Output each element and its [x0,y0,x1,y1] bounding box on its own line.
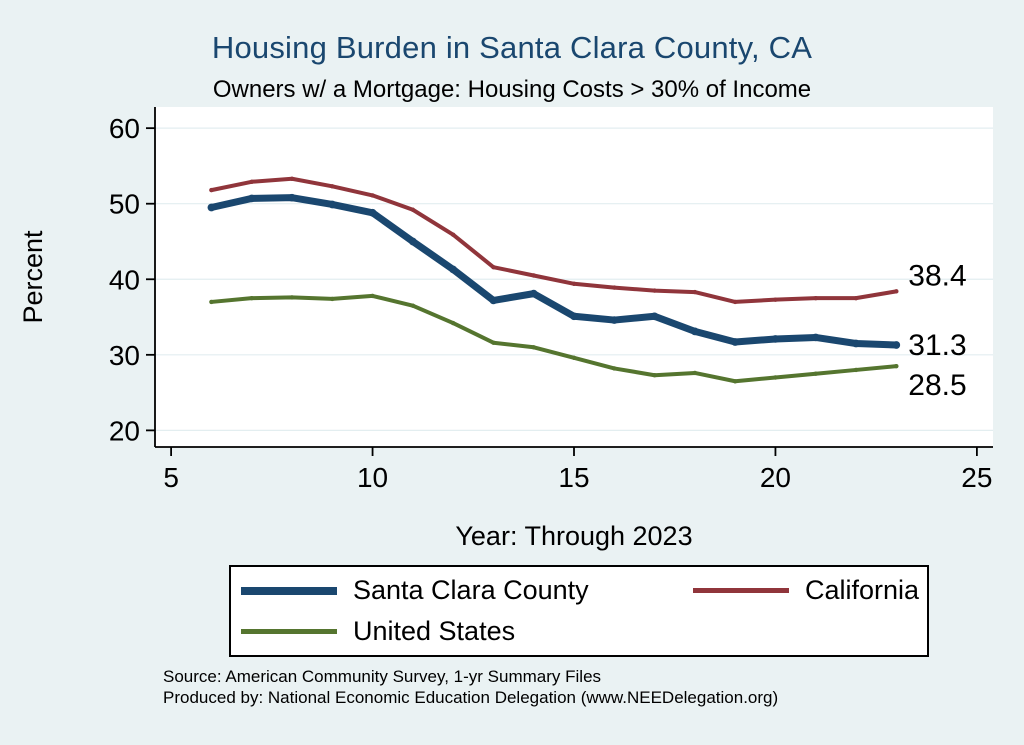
series-marker [894,289,899,294]
series-marker [531,273,536,278]
series-marker [289,295,295,300]
series-marker [531,345,536,350]
series-line-california [209,176,899,304]
series-marker [650,312,659,321]
x-tick-label: 10 [357,462,388,493]
legend-label-united-states: United States [353,616,516,646]
series-marker [408,237,417,246]
y-tick-label: 20 [109,415,140,446]
series-marker [813,295,818,301]
series-marker [732,299,738,305]
series-marker [652,288,657,293]
series-line-santa-clara-county [207,194,900,349]
series-marker [652,373,657,378]
legend-grid: Santa Clara County California United Sta… [231,575,927,647]
series-marker [731,338,740,346]
y-axis-title: Percent [18,230,48,324]
series-marker [692,289,698,295]
y-tick-label: 60 [109,113,140,144]
series-marker [612,285,617,290]
source-line-1: Source: American Community Survey, 1-yr … [163,667,602,686]
series-marker [289,176,295,181]
series-marker [368,208,377,217]
series-marker [813,371,818,376]
series-marker [853,367,859,373]
series-marker [249,295,254,301]
legend-swatch-santa-clara-county [241,586,337,595]
series-marker [610,316,619,324]
end-value-label: 31.3 [908,329,966,362]
legend-swatch-united-states [241,629,337,634]
series-line-united-states [209,293,899,384]
x-axis-title: Year: Through 2023 [455,521,692,551]
series-marker [370,193,375,198]
series-marker [773,375,778,380]
series-marker [330,184,335,189]
series-marker [852,339,860,348]
chart-subtitle: Owners w/ a Mortgage: Housing Costs > 30… [212,76,812,103]
series-marker [209,187,214,193]
series-marker [450,320,456,326]
end-value-label: 38.4 [908,259,966,292]
series-marker [370,293,375,299]
legend: Santa Clara County California United Sta… [229,565,929,657]
series-marker [529,289,538,298]
series-marker [449,265,457,274]
series-marker [811,333,820,342]
source-note: Source: American Community Survey, 1-yr … [163,666,778,708]
series-marker [410,207,416,212]
series-marker [249,179,254,184]
chart-title: Housing Burden in Santa Clara County, CA [211,30,813,65]
series-marker [571,281,577,286]
series-marker [732,379,738,384]
legend-label-california: California [805,575,920,605]
series-marker [491,264,496,270]
source-line-2: Produced by: National Economic Education… [163,688,779,707]
y-tick-label: 30 [109,340,140,371]
series-marker [571,355,577,361]
series-marker [771,335,780,343]
series-marker [692,370,698,376]
plot-area [155,107,993,447]
series-marker [853,295,859,301]
x-tick-label: 15 [558,462,589,493]
series-marker [207,203,216,212]
legend-label-santa-clara-county: Santa Clara County [353,575,589,605]
series-marker [612,366,617,371]
series-marker [330,296,335,302]
series-marker [894,363,899,369]
series-marker [491,340,496,345]
series-marker [691,327,699,336]
series-marker [892,341,901,349]
x-tick-label: 20 [760,462,791,493]
series-marker [450,232,456,237]
x-tick-label: 25 [961,462,992,493]
series-marker [328,200,337,209]
y-tick-label: 40 [109,264,140,295]
series-marker [288,193,296,202]
y-tick-label: 50 [109,189,140,220]
x-tick-label: 5 [163,462,179,493]
series-marker [209,299,214,305]
legend-swatch-california [693,588,789,593]
series-marker [410,303,416,308]
series-marker [247,194,256,203]
series-marker [570,312,578,321]
line-chart: 20 30 40 50 60 5 10 15 20 25 Percent Year: Through … [18,107,993,551]
end-value-label: 28.5 [908,369,966,402]
series-marker [489,296,498,305]
series-marker [773,297,778,302]
